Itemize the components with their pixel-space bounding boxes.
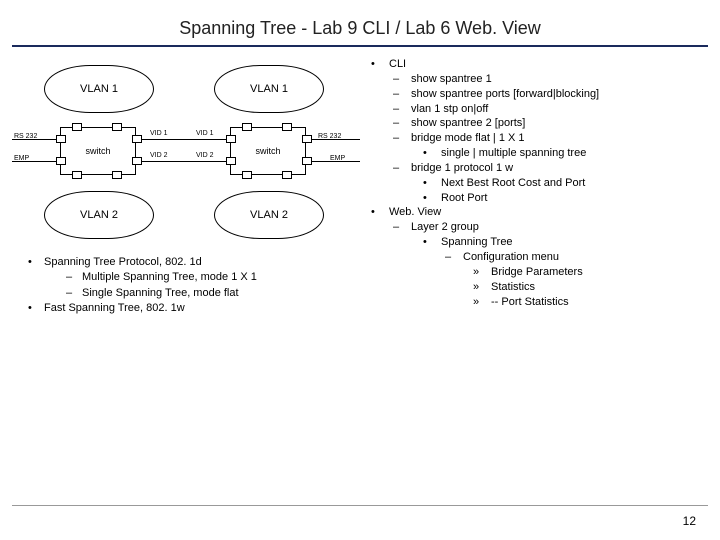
label-vid1-l: VID 1 [150, 130, 168, 137]
port [56, 157, 66, 165]
list-item: single | multiple spanning tree [423, 146, 708, 161]
switch-right: switch [230, 127, 306, 175]
port [242, 123, 252, 131]
network-diagram: VLAN 1 VLAN 1 VLAN 2 VLAN 2 switch switc… [12, 57, 362, 247]
label-vid2-l: VID 2 [150, 152, 168, 159]
port [226, 135, 236, 143]
label-vid1-r: VID 1 [196, 130, 214, 137]
list-item: Configuration menu [445, 250, 708, 265]
port [112, 123, 122, 131]
content-area: VLAN 1 VLAN 1 VLAN 2 VLAN 2 switch switc… [0, 47, 720, 317]
port [242, 171, 252, 179]
label-rs232-r: RS 232 [318, 133, 341, 140]
page-number: 12 [683, 514, 696, 528]
list-item: Web. View [371, 205, 708, 220]
footer-rule [12, 505, 708, 506]
list-item: bridge 1 protocol 1 w [393, 161, 708, 176]
list-item: Spanning Tree [423, 235, 708, 250]
label-vid2-r: VID 2 [196, 152, 214, 159]
port [282, 123, 292, 131]
port [132, 135, 142, 143]
list-item: show spantree 1 [393, 72, 708, 87]
list-item: vlan 1 stp on|off [393, 102, 708, 117]
vlan-cloud-tr: VLAN 1 [214, 65, 324, 113]
list-item: Layer 2 group [393, 220, 708, 235]
port [302, 157, 312, 165]
switch-left: switch [60, 127, 136, 175]
list-item: Spanning Tree Protocol, 802. 1d Multiple… [28, 255, 367, 301]
list-item: bridge mode flat | 1 X 1 [393, 131, 708, 146]
right-column: CLI show spantree 1 show spantree ports … [367, 57, 708, 317]
label-emp-r: EMP [330, 155, 345, 162]
list-item: show spantree 2 [ports] [393, 116, 708, 131]
list-item: Root Port [423, 191, 708, 206]
port [112, 171, 122, 179]
list-item: CLI [371, 57, 708, 72]
port [132, 157, 142, 165]
vlan-cloud-tl: VLAN 1 [44, 65, 154, 113]
vlan-cloud-bl: VLAN 2 [44, 191, 154, 239]
port [226, 157, 236, 165]
port [282, 171, 292, 179]
list-item: show spantree ports [forward|blocking] [393, 87, 708, 102]
list-item: -- Port Statistics [473, 295, 708, 310]
vlan-cloud-br: VLAN 2 [214, 191, 324, 239]
list-item: Single Spanning Tree, mode flat [66, 286, 367, 301]
list-item: Bridge Parameters [473, 265, 708, 280]
link [142, 161, 226, 162]
left-bullet-list: Spanning Tree Protocol, 802. 1d Multiple… [12, 247, 367, 317]
page-title: Spanning Tree - Lab 9 CLI / Lab 6 Web. V… [0, 0, 720, 45]
label-rs232-l: RS 232 [14, 133, 37, 140]
port [302, 135, 312, 143]
text: Spanning Tree Protocol, 802. 1d [44, 256, 202, 268]
list-item: Multiple Spanning Tree, mode 1 X 1 [66, 270, 367, 285]
list-item: Fast Spanning Tree, 802. 1w [28, 301, 367, 316]
left-column: VLAN 1 VLAN 1 VLAN 2 VLAN 2 switch switc… [12, 57, 367, 317]
port [56, 135, 66, 143]
list-item: Statistics [473, 280, 708, 295]
port [72, 171, 82, 179]
list-item: Next Best Root Cost and Port [423, 176, 708, 191]
link [142, 139, 226, 140]
port [72, 123, 82, 131]
label-emp-l: EMP [14, 155, 29, 162]
